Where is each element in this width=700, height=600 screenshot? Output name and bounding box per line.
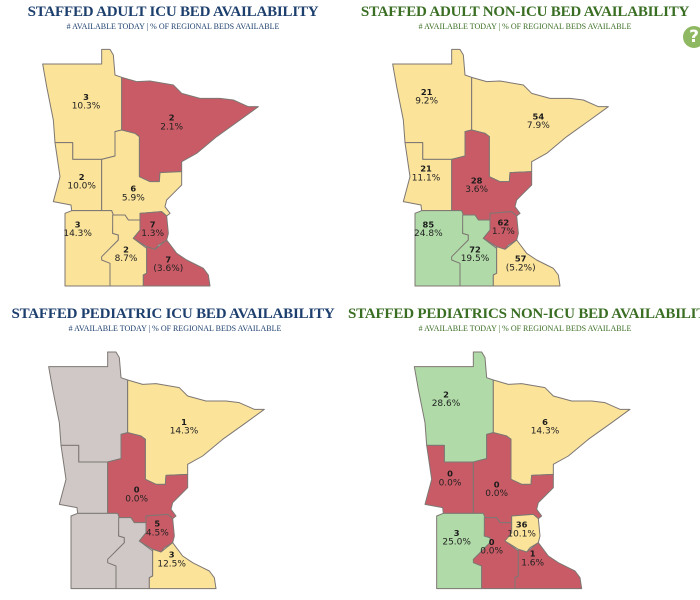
region-central-percent: 0.0% [485,489,508,499]
region-northwest-count: 3 [83,92,89,102]
region-northeast-percent: 14.3% [170,427,199,437]
pediatric-icu-map-panel: STAFFED PEDIATRIC ICU BED AVAILABILITY #… [0,300,350,600]
region-northeast[interactable] [492,379,631,485]
map-title: STAFFED PEDIATRICS NON-ICU BED AVAILABIL… [348,306,700,322]
pediatric-icu-map: 114.3% 00.0% 54.5% 312.5% [48,351,265,590]
region-metro[interactable] [504,513,541,553]
region-northeast-percent: 14.3% [531,427,560,437]
map-subtitle: # AVAILABLE TODAY | % OF REGIONAL BEDS A… [418,324,632,333]
region-metro-percent: 10.1% [507,529,536,539]
pediatric-non-icu-map: 228.6%614.3%00.0% 00.0%325.0% 00.0%3610.1%… [413,351,631,590]
region-metro-count: 5 [154,519,160,529]
region-south-central-count: 2 [123,244,129,254]
region-northeast-count: 54 [533,111,545,121]
region-southwest-count: 3 [454,528,460,538]
region-metro[interactable] [132,211,169,250]
region-northwest-percent: 9.2% [415,97,438,107]
region-central-percent: 0.0% [125,494,148,504]
region-shapes [42,48,259,287]
region-west-central-count: 21 [420,164,432,174]
region-metro-percent: 4.5% [146,528,169,538]
region-south-central-percent: 19.5% [461,254,490,264]
pediatric-non-icu-map-panel: STAFFED PEDIATRICS NON-ICU BED AVAILABIL… [348,300,700,600]
region-central-count: 0 [134,485,140,495]
region-central-count: 28 [471,175,483,185]
region-southeast[interactable] [148,542,217,590]
region-shapes [48,351,265,590]
map-title: STAFFED PEDIATRIC ICU BED AVAILABILITY [11,306,335,322]
region-west-central-percent: 11.1% [412,173,441,183]
region-west-central-count: 2 [79,172,85,182]
region-southeast-count: 57 [515,254,527,264]
region-northwest[interactable] [48,351,129,463]
map-title: STAFFED ADULT ICU BED AVAILABILITY [27,4,319,20]
region-south-central-percent: 0.0% [480,547,503,557]
region-southwest-percent: 14.3% [63,229,92,239]
region-northwest-count: 2 [443,389,449,399]
region-metro-count: 62 [498,217,510,227]
region-central-count: 0 [494,479,500,489]
region-northwest-percent: 28.6% [432,399,461,409]
region-shapes [413,351,631,590]
region-central-percent: 3.6% [465,185,488,195]
region-southeast-count: 3 [169,550,175,560]
region-west-central-percent: 0.0% [439,478,462,488]
region-west-central-percent: 10.0% [67,182,96,192]
region-metro-count: 36 [516,520,528,530]
region-south-central-count: 72 [469,244,481,254]
region-southeast-count: 7 [165,254,171,264]
help-icon[interactable]: ? [683,26,700,48]
region-southeast-count: 1 [530,549,536,559]
region-southwest-count: 85 [423,219,435,229]
region-northeast-count: 1 [181,417,187,427]
region-central-count: 6 [130,184,136,194]
region-metro[interactable] [482,211,519,250]
region-northeast-count: 6 [542,417,548,427]
region-southeast[interactable] [514,542,583,590]
region-northeast-percent: 7.9% [527,121,550,131]
region-southwest-percent: 25.0% [442,538,471,548]
region-northwest-percent: 10.3% [72,102,101,112]
map-subtitle: # AVAILABLE TODAY | % OF REGIONAL BEDS A… [418,22,632,31]
map-subtitle: # AVAILABLE TODAY | % OF REGIONAL BEDS A… [68,324,282,333]
region-central-percent: 5.9% [122,193,145,203]
region-metro[interactable] [138,513,175,553]
region-southeast-percent: 1.6% [521,558,544,568]
region-southeast-percent: (5.2%) [506,263,536,273]
region-northwest-count: 21 [421,87,433,97]
region-shapes [392,48,609,287]
region-south-central-percent: 8.7% [115,254,138,264]
region-southeast-percent: (3.6%) [153,264,183,274]
region-west-central-count: 0 [447,469,453,479]
map-subtitle: # AVAILABLE TODAY | % OF REGIONAL BEDS A… [66,22,280,31]
region-southeast-percent: 12.5% [157,559,186,569]
region-metro-count: 7 [150,219,156,229]
map-title: STAFFED ADULT NON-ICU BED AVAILABILITY [360,4,690,20]
region-northeast[interactable] [121,76,259,183]
region-southwest-count: 3 [75,219,81,229]
region-southwest-percent: 24.8% [414,229,443,239]
region-northeast-count: 2 [169,113,175,123]
region-south-central-count: 0 [489,537,495,547]
region-metro-percent: 1.3% [141,229,164,239]
adult-non-icu-map-panel: STAFFED ADULT NON-ICU BED AVAILABILITY #… [350,0,700,300]
adult-icu-map: 310.3%22.1%210.0% 65.9%314.3%28.7%71.3%7(… [42,48,259,287]
region-northeast-percent: 2.1% [160,122,183,132]
region-southeast[interactable] [492,239,561,287]
region-metro-percent: 1.7% [492,227,515,237]
adult-icu-map-panel: STAFFED ADULT ICU BED AVAILABILITY # AVA… [0,0,350,300]
region-southeast[interactable] [142,239,211,287]
